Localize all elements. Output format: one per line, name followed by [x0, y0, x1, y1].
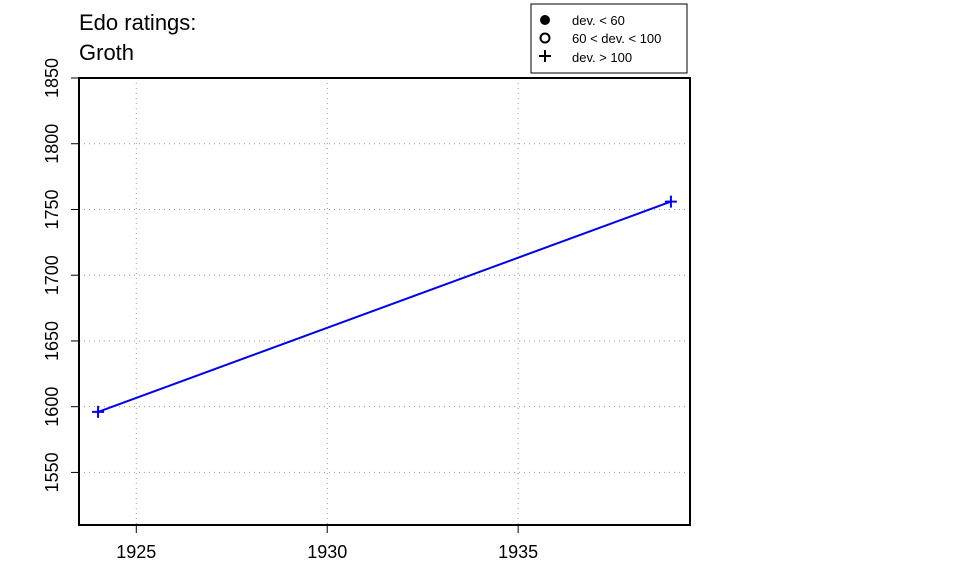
y-tick-label: 1800: [42, 124, 62, 164]
data-point: [92, 405, 105, 418]
plus-icon: [539, 50, 551, 62]
data-series: [92, 195, 677, 418]
y-tick-label: 1550: [42, 452, 62, 492]
y-tick-label: 1750: [42, 189, 62, 229]
chart-title: Edo ratings:: [79, 10, 196, 35]
chart-subtitle: Groth: [79, 40, 134, 65]
axes: 1925 1930 1935 1550 1600 1650 1700 1750 1800 1850: [42, 58, 538, 562]
y-tick-label: 1650: [42, 321, 62, 361]
legend-label-dev-lt-60: dev. < 60: [572, 13, 625, 28]
series-line: [97, 200, 672, 413]
plot-frame: [78, 77, 691, 526]
x-tick-label: 1925: [116, 542, 156, 562]
legend-label-dev-gt-100: dev. > 100: [572, 50, 632, 65]
open-circle-icon: [539, 32, 551, 44]
filled-circle-icon: [540, 15, 550, 25]
y-tick-label: 1850: [42, 58, 62, 98]
y-tick-label: 1600: [42, 387, 62, 427]
y-tick-label: 1700: [42, 255, 62, 295]
x-tick-label: 1930: [307, 542, 347, 562]
data-point: [664, 195, 677, 208]
grid-lines: [79, 78, 690, 525]
x-tick-label: 1935: [498, 542, 538, 562]
legend: dev. < 60 60 < dev. < 100 dev. > 100: [530, 3, 688, 74]
legend-box: [530, 3, 688, 74]
legend-label-dev-60-100: 60 < dev. < 100: [572, 31, 661, 46]
